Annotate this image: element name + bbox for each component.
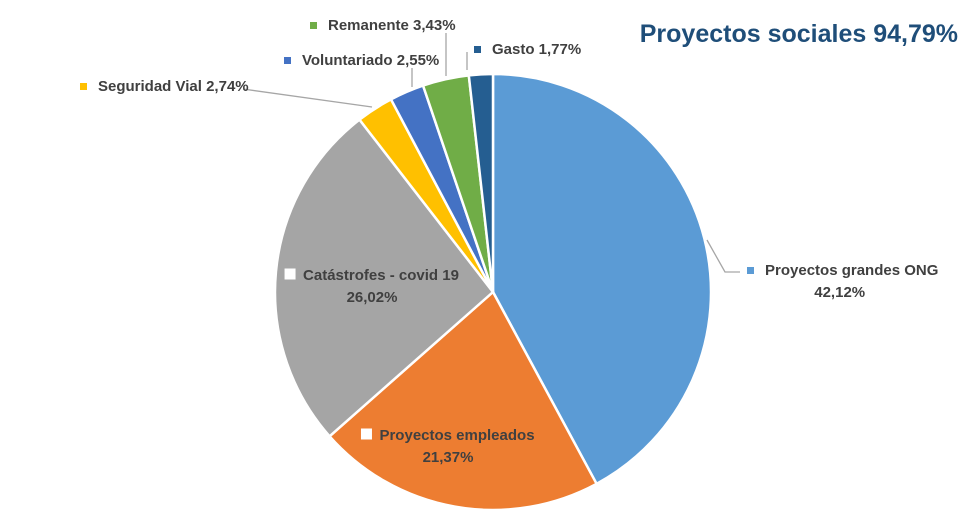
legend-key-marker (80, 83, 87, 90)
pie-slice-proyectos-empleados (328, 290, 598, 512)
pie-slice-proyectos-grandes-ong (491, 72, 713, 486)
data-labels: Proyectos grandes ONG 42,12% Proyectos emp… (80, 17, 938, 466)
data-label-name: Proyectos empleados (379, 427, 534, 444)
data-label-name: Catástrofes - covid 19 (303, 267, 459, 284)
legend-key-marker (284, 268, 296, 280)
leader-lines (242, 33, 740, 273)
data-label-value: 42,12% (814, 284, 865, 301)
leader-line (242, 88, 373, 108)
legend-key-marker (747, 267, 754, 274)
legend-key-marker (310, 22, 317, 29)
data-label: Gasto 1,77% (492, 41, 581, 58)
data-label: Remanente 3,43% (328, 17, 456, 34)
pie-slice-gasto (467, 72, 495, 294)
data-label: Seguridad Vial 2,74% (98, 78, 249, 95)
leader-line (706, 239, 740, 273)
data-label-name: Proyectos grandes ONG (765, 262, 938, 279)
data-label-value: 21,37% (423, 449, 474, 466)
legend-key-marker (284, 57, 291, 64)
legend-key-marker (474, 46, 481, 53)
pie-slice-catástrofes-covid-19 (273, 118, 495, 438)
data-label: Voluntariado 2,55% (302, 52, 439, 69)
chart-title: Proyectos sociales 94,79% (640, 20, 958, 48)
pie-slices (273, 72, 713, 512)
data-label-value: 26,02% (347, 289, 398, 306)
legend-key-marker (360, 428, 372, 440)
